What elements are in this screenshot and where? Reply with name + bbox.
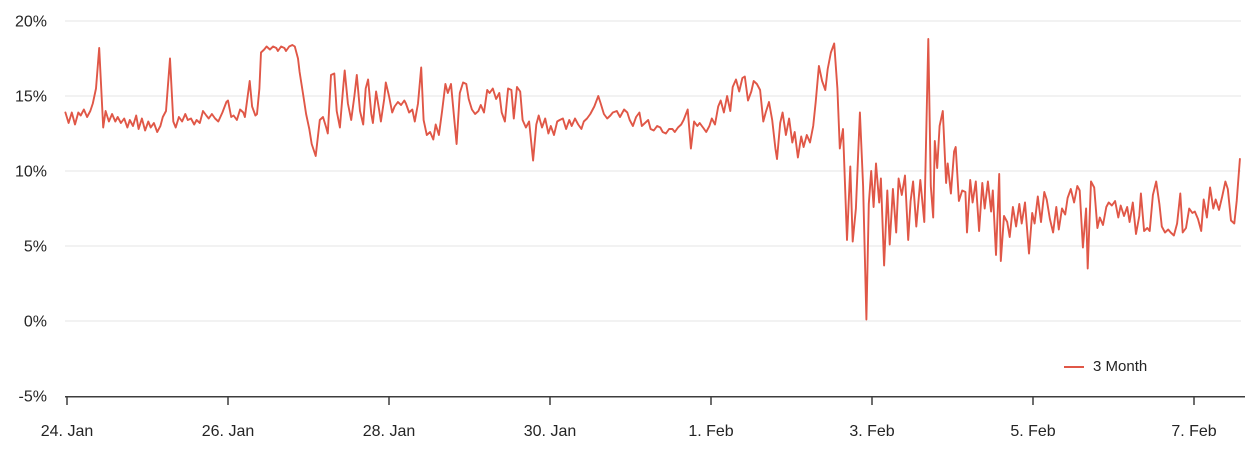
legend-line-marker — [1064, 365, 1084, 368]
x-axis-label-30. Jan: 30. Jan — [524, 423, 576, 440]
legend-item-3-month[interactable]: 3 Month — [1064, 358, 1147, 375]
x-axis-label-3. Feb: 3. Feb — [849, 423, 894, 440]
y-axis-label-15: 15% — [15, 89, 47, 106]
legend-label: 3 Month — [1093, 358, 1148, 375]
x-axis-label-5. Feb: 5. Feb — [1010, 423, 1055, 440]
series-line-3-month[interactable] — [64, 38, 1241, 321]
y-axis-label-5: 5% — [24, 239, 47, 256]
x-axis-label-24. Jan: 24. Jan — [41, 423, 93, 440]
y-axis-label-0: 0% — [24, 314, 47, 331]
x-axis-label-1. Feb: 1. Feb — [688, 423, 733, 440]
y-axis-label-20: 20% — [15, 14, 47, 31]
x-axis-label-28. Jan: 28. Jan — [363, 423, 415, 440]
x-axis-label-26. Jan: 26. Jan — [202, 423, 254, 440]
y-axis-label--5: -5% — [19, 389, 47, 406]
x-axis-label-7. Feb: 7. Feb — [1171, 423, 1216, 440]
y-axis-label-10: 10% — [15, 164, 47, 181]
